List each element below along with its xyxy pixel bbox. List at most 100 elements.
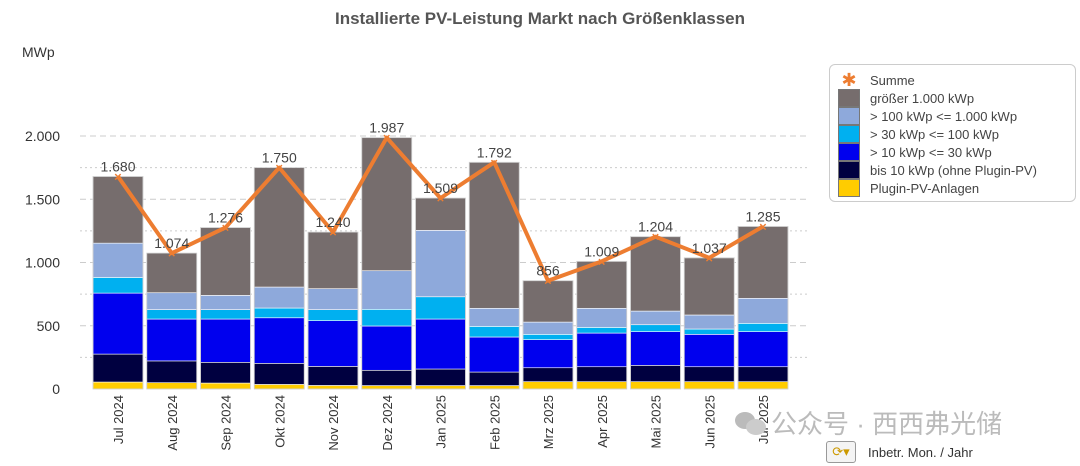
swatch-icon (838, 179, 860, 197)
bar-segment (468, 371, 520, 386)
bar-segment (522, 339, 574, 369)
data-label: 1.276 (208, 210, 243, 226)
legend-item-10-30[interactable]: > 10 kWp <= 30 kWp (838, 143, 992, 161)
summe-line (116, 135, 765, 283)
bar-segment (361, 270, 413, 310)
legend-item-summe[interactable]: ✱ Summe (838, 70, 914, 90)
x-tick-label: Feb 2025 (487, 395, 502, 450)
bar-segment (200, 309, 251, 320)
x-tick-label: Nov 2024 (326, 395, 341, 451)
bar-segment (415, 296, 466, 320)
summe-point: ✕ (544, 277, 552, 288)
bar-segment (576, 366, 628, 382)
bar-segment (415, 368, 466, 386)
x-tick-label: Mai 2025 (649, 395, 664, 448)
bar-segment (307, 231, 359, 289)
legend-label: > 100 kWp <= 1.000 kWp (870, 108, 1018, 124)
bar-segment (200, 295, 251, 310)
bar-segment (737, 323, 789, 332)
bar-segment (683, 314, 735, 330)
bar-segment (253, 317, 305, 364)
bar-segment (576, 381, 628, 390)
bar-segment (146, 318, 198, 362)
data-label: 856 (536, 263, 560, 279)
summe-point: ✕ (490, 158, 498, 169)
bar-segment (146, 252, 198, 294)
y-tick-label: 2.000 (25, 128, 60, 144)
drill-refresh-button[interactable]: ⟳▾ (826, 441, 856, 463)
summe-point: ✕ (383, 134, 391, 145)
bar-segment (522, 321, 574, 335)
wechat-icon (735, 410, 767, 436)
x-tick-label: Jan 2025 (434, 395, 449, 449)
data-label: 1.509 (423, 180, 458, 196)
bar-segment (522, 381, 574, 390)
bar-segment (92, 277, 144, 294)
legend-label: > 30 kWp <= 100 kWp (870, 126, 999, 142)
bar-segment (307, 320, 359, 367)
bar-segment (253, 384, 305, 390)
bar-segment (253, 363, 305, 385)
bar-segment (468, 307, 520, 327)
bar-segment (361, 369, 413, 386)
bar-segment (468, 162, 520, 309)
bar-segment (415, 230, 466, 298)
bar-segment (146, 292, 198, 310)
x-tick-label: Dez 2024 (380, 395, 395, 451)
summe-point: ✕ (168, 249, 176, 260)
data-label: 1.240 (315, 214, 350, 230)
bar-segment (630, 381, 681, 390)
data-label: 1.204 (638, 219, 673, 235)
swatch-icon (838, 89, 860, 107)
bar-segment (630, 365, 681, 382)
bar-segment (361, 325, 413, 371)
line-marker-icon: ✱ (841, 70, 857, 90)
legend-item-30-100[interactable]: > 30 kWp <= 100 kWp (838, 125, 999, 143)
legend-label: > 10 kWp <= 30 kWp (870, 144, 992, 160)
summe-point: ✕ (759, 222, 767, 233)
bar-segment (630, 236, 681, 312)
y-tick-label: 500 (37, 318, 61, 334)
bar-segment (146, 382, 198, 390)
bar-segment (307, 366, 359, 386)
bar-segment (307, 385, 359, 390)
y-axis-title: MWp (22, 44, 55, 60)
swatch-icon (838, 107, 860, 125)
x-tick-label: Sep 2024 (219, 395, 234, 451)
legend-label: Plugin-PV-Anlagen (870, 180, 980, 196)
swatch-icon (838, 161, 860, 179)
bar-segment (307, 288, 359, 310)
summe-point: ✕ (705, 254, 713, 265)
legend-item-100-1000[interactable]: > 100 kWp <= 1.000 kWp (838, 107, 1017, 125)
legend-label: bis 10 kWp (ohne Plugin-PV) (870, 162, 1037, 178)
legend-item-groesser-1000[interactable]: größer 1.000 kWp (838, 89, 974, 107)
bar-segment (200, 318, 251, 363)
legend-item-plugin[interactable]: Plugin-PV-Anlagen (838, 179, 979, 197)
summe-point: ✕ (329, 228, 337, 239)
legend-label: größer 1.000 kWp (870, 90, 975, 106)
bar-segment (576, 327, 628, 334)
x-tick-label: Aug 2024 (165, 395, 180, 451)
bar-segment (307, 309, 359, 321)
data-label: 1.285 (745, 208, 780, 224)
bar-segment (361, 137, 413, 272)
watermark: 公众号 · 西西弗光储 (735, 404, 1002, 441)
bar-segment (630, 331, 681, 366)
bar-segment (737, 366, 789, 382)
bar-segment (522, 367, 574, 382)
data-label: 1.680 (100, 158, 135, 174)
y-tick-label: 1.000 (25, 255, 60, 271)
bar-segment (200, 382, 251, 390)
bar-segment (92, 176, 144, 244)
bar-segment (522, 334, 574, 340)
summe-point: ✕ (275, 164, 283, 175)
bar-segment (683, 381, 735, 390)
x-axis-control: ⟳▾ Inbetr. Mon. / Jahr (826, 441, 973, 463)
bar-segment (576, 307, 628, 328)
legend-item-bis-10[interactable]: bis 10 kWp (ohne Plugin-PV) (838, 161, 1037, 179)
bar-segment (737, 381, 789, 390)
chart-title: Installierte PV-Leistung Markt nach Größ… (335, 9, 745, 28)
data-label: 1.750 (262, 150, 297, 166)
bar-segment (146, 360, 198, 383)
y-tick-label: 0 (52, 381, 60, 397)
